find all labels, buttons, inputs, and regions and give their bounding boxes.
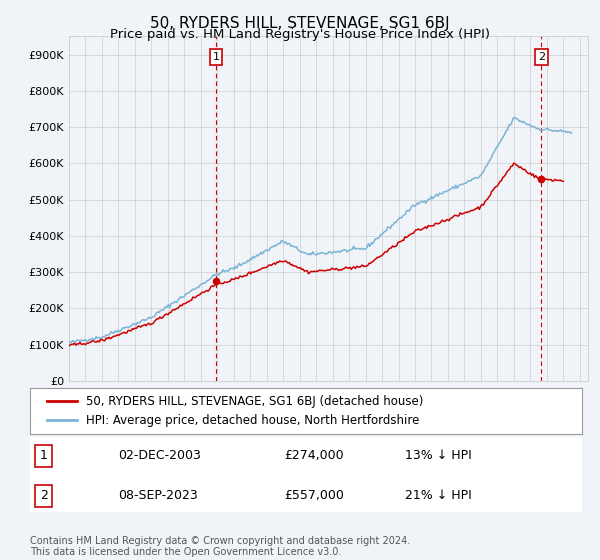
Text: 1: 1 (212, 52, 220, 62)
Text: £274,000: £274,000 (284, 449, 344, 462)
Text: 08-SEP-2023: 08-SEP-2023 (118, 489, 198, 502)
Text: 02-DEC-2003: 02-DEC-2003 (118, 449, 201, 462)
Text: 2: 2 (538, 52, 545, 62)
Text: 2: 2 (40, 489, 48, 502)
Text: £557,000: £557,000 (284, 489, 344, 502)
Text: Contains HM Land Registry data © Crown copyright and database right 2024.
This d: Contains HM Land Registry data © Crown c… (30, 535, 410, 557)
Text: Price paid vs. HM Land Registry's House Price Index (HPI): Price paid vs. HM Land Registry's House … (110, 28, 490, 41)
Text: 21% ↓ HPI: 21% ↓ HPI (406, 489, 472, 502)
Text: 50, RYDERS HILL, STEVENAGE, SG1 6BJ: 50, RYDERS HILL, STEVENAGE, SG1 6BJ (150, 16, 450, 31)
Text: 1: 1 (40, 449, 48, 462)
Legend: 50, RYDERS HILL, STEVENAGE, SG1 6BJ (detached house), HPI: Average price, detach: 50, RYDERS HILL, STEVENAGE, SG1 6BJ (det… (41, 389, 430, 433)
Text: 13% ↓ HPI: 13% ↓ HPI (406, 449, 472, 462)
